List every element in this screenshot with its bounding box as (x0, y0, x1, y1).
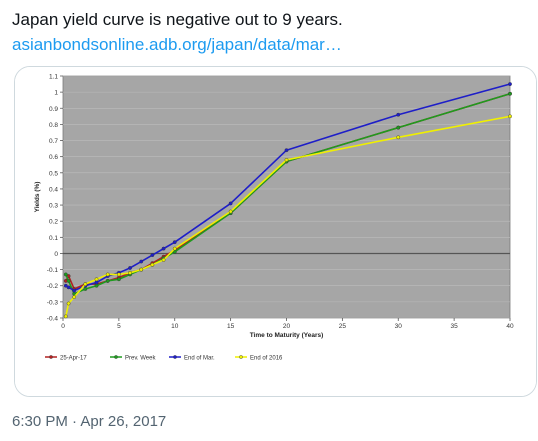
data-point (128, 266, 132, 270)
data-point (63, 314, 68, 319)
x-tick-label: 30 (395, 323, 403, 330)
y-tick-label: 0.5 (49, 170, 58, 177)
x-tick-label: 25 (339, 323, 347, 330)
data-point (150, 262, 155, 267)
y-tick-label: 0.9 (49, 106, 58, 113)
yield-curve-chart: 1.1 1 0.9 0.8 0.7 0.6 0.5 0.4 0.3 0.2 0.1 0 -0.1 -0.2… (15, 67, 536, 396)
legend-label: Prev. Week (125, 355, 156, 361)
data-point (228, 201, 233, 206)
data-point (83, 287, 88, 291)
y-tick-label: -0.4 (47, 316, 59, 323)
data-point (105, 272, 110, 277)
y-tick-label: -0.2 (47, 283, 59, 290)
data-point (63, 272, 68, 277)
data-point (72, 295, 77, 299)
tweet-timestamp[interactable]: 6:30 PM · Apr 26, 2017 (12, 413, 167, 430)
legend-marker (239, 355, 243, 359)
y-tick-label: 0.7 (49, 138, 58, 145)
data-point (116, 272, 121, 277)
y-tick-label: 0.3 (49, 203, 58, 210)
data-point (161, 246, 166, 251)
y-tick-label: 0.4 (49, 186, 58, 193)
y-tick-label: 0.1 (49, 235, 58, 242)
x-tick-label: 20 (283, 323, 291, 330)
legend-marker (114, 355, 118, 359)
data-point (139, 267, 144, 272)
data-point (161, 258, 166, 262)
data-point (105, 278, 110, 283)
y-tick-label: -0.3 (47, 299, 59, 306)
x-tick-label: 15 (227, 323, 235, 330)
data-point (94, 277, 99, 282)
data-point (94, 280, 99, 285)
data-point (63, 283, 68, 288)
data-point (172, 246, 177, 251)
plot-area (62, 75, 511, 319)
data-point (128, 270, 132, 275)
x-axis-label: Time to Maturity (Years) (250, 332, 324, 339)
x-tick-label: 35 (451, 323, 459, 330)
data-point (94, 283, 99, 288)
data-point (284, 148, 289, 153)
data-point (228, 209, 233, 214)
data-point (284, 157, 289, 162)
data-point (508, 91, 512, 96)
data-point (66, 285, 71, 290)
y-tick-label: 1.1 (49, 74, 58, 81)
data-point (396, 125, 401, 130)
y-tick-label: 0 (54, 251, 58, 258)
y-tick-label: -0.1 (47, 267, 59, 274)
series-line (65, 83, 511, 292)
y-tick-label: 0.6 (49, 154, 58, 161)
chart-image-card[interactable]: 1.1 1 0.9 0.8 0.7 0.6 0.5 0.4 0.3 0.2 0.1 0 -0.1 -0.2… (14, 66, 537, 397)
data-point (172, 240, 177, 245)
legend-marker (49, 355, 53, 359)
legend-label: 25-Apr-17 (60, 355, 87, 361)
y-tick-label: 0.8 (49, 122, 58, 129)
x-tick-label: 0 (61, 323, 65, 330)
data-point (66, 278, 71, 283)
data-point (396, 112, 401, 117)
x-tick-label: 40 (506, 323, 514, 330)
legend-label: End of 2016 (250, 355, 283, 361)
x-tick-label: 10 (171, 323, 179, 330)
y-tick-label: 1 (54, 90, 58, 97)
data-point (66, 301, 71, 306)
data-point (508, 82, 512, 86)
y-tick-label: 0.2 (49, 219, 58, 226)
data-point (396, 135, 401, 140)
x-tick-label: 5 (117, 323, 121, 330)
tweet-link[interactable]: asianbondsonline.adb.org/japan/data/mar… (12, 35, 342, 54)
data-point (72, 288, 77, 293)
tweet-text: Japan yield curve is negative out to 9 y… (12, 10, 343, 29)
data-point (116, 277, 121, 282)
legend-marker (173, 355, 177, 359)
legend-label: End of Mar. (184, 355, 215, 361)
data-point (508, 114, 512, 119)
data-point (83, 282, 88, 287)
series-line (65, 115, 511, 317)
data-point (150, 253, 155, 257)
y-axis-label: Yields (%) (34, 182, 41, 213)
data-point (139, 259, 144, 264)
